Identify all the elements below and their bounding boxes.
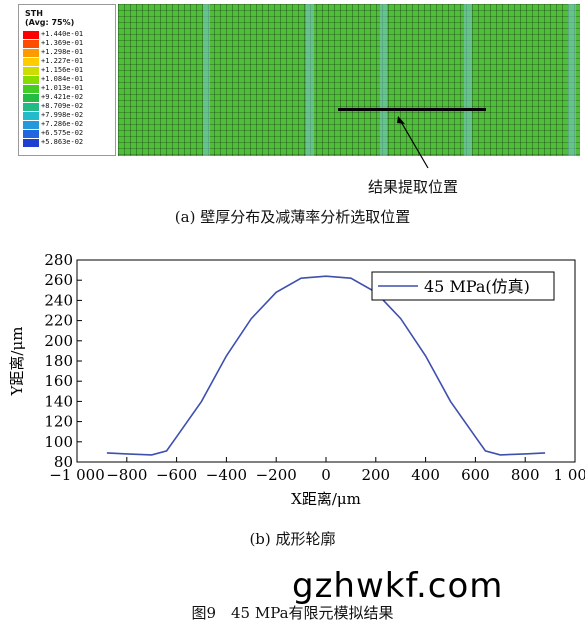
x-tick-label: 200 <box>361 466 390 484</box>
y-axis-label: Y距离/μm <box>8 327 26 397</box>
legend-row: +1.084e-01 <box>23 75 113 84</box>
extraction-label: 结果提取位置 <box>368 178 459 196</box>
legend-swatch <box>23 112 39 120</box>
x-tick-label: −400 <box>206 466 247 484</box>
thin-band <box>203 4 210 156</box>
legend-value: +7.286e-02 <box>41 120 84 128</box>
legend-row: +8.709e-02 <box>23 102 113 111</box>
legend-row: +1.298e-01 <box>23 48 113 57</box>
legend-row: +7.286e-02 <box>23 120 113 129</box>
x-axis-label: X距离/μm <box>291 490 361 508</box>
legend-swatch <box>23 40 39 48</box>
legend-value: +6.575e-02 <box>41 129 84 137</box>
extraction-line <box>338 108 486 111</box>
y-tick-label: 220 <box>44 312 73 330</box>
legend-row: +1.227e-01 <box>23 57 113 66</box>
legend-value: +1.369e-01 <box>41 39 84 47</box>
legend-value: +1.298e-01 <box>41 48 84 56</box>
extraction-arrow <box>397 116 429 169</box>
legend-value: +8.709e-02 <box>41 102 84 110</box>
caption-b: (b) 成形轮廓 <box>249 530 336 548</box>
y-tick-label: 160 <box>44 372 73 390</box>
y-tick-label: 180 <box>44 352 73 370</box>
caption-a: (a) 壁厚分布及减薄率分析选取位置 <box>174 208 411 226</box>
legend-swatch <box>23 31 39 39</box>
legend-swatch <box>23 121 39 129</box>
legend-value: +1.156e-01 <box>41 66 84 74</box>
legend-swatch <box>23 49 39 57</box>
legend-value: +1.227e-01 <box>41 57 84 65</box>
series-line <box>106 275 546 456</box>
legend-row: +9.421e-02 <box>23 93 113 102</box>
legend-value: +1.440e-01 <box>41 30 84 38</box>
contour-legend: STH (Avg: 75%) +1.440e-01 +1.369e-01 +1.29… <box>18 4 116 156</box>
legend-row: +1.156e-01 <box>23 66 113 75</box>
x-tick-label: −200 <box>256 466 297 484</box>
legend-value: +7.998e-02 <box>41 111 84 119</box>
x-tick-label: 600 <box>461 466 490 484</box>
thin-band <box>306 4 314 156</box>
legend-row: +7.998e-02 <box>23 111 113 120</box>
legend-swatch <box>23 130 39 138</box>
thin-band <box>568 4 576 156</box>
y-tick-label: 80 <box>54 453 73 471</box>
figure-caption: 图9 45 MPa有限元模拟结果 <box>191 604 394 622</box>
legend-swatch <box>23 58 39 66</box>
legend-value: +1.013e-01 <box>41 84 84 92</box>
legend-value: +5.863e-02 <box>41 138 84 146</box>
legend-swatch <box>23 85 39 93</box>
legend-title: STH (Avg: 75%) <box>25 9 75 27</box>
x-tick-label: 400 <box>411 466 440 484</box>
legend-swatch <box>23 94 39 102</box>
legend-label: 45 MPa(仿真) <box>424 277 530 296</box>
profile-chart: −1 000−800 −600 −400 −200 0 200 400 600 800 1 000… <box>8 251 585 508</box>
legend-row: +1.369e-01 <box>23 39 113 48</box>
y-tick-label: 260 <box>44 271 73 289</box>
y-tick-label: 240 <box>44 291 73 309</box>
y-tick-label: 200 <box>44 332 73 350</box>
thin-band <box>464 4 472 156</box>
legend-row: +6.575e-02 <box>23 129 113 138</box>
y-tick-label: 140 <box>44 392 73 410</box>
y-tick-label: 280 <box>44 251 73 269</box>
fea-panel: STH (Avg: 75%) +1.440e-01 +1.369e-01 +1.29… <box>0 0 585 200</box>
legend-row: +1.440e-01 <box>23 30 113 39</box>
thin-band <box>380 4 387 156</box>
y-tick-label: 120 <box>44 413 73 431</box>
legend-swatch <box>23 103 39 111</box>
legend-swatch <box>23 67 39 75</box>
legend-swatch <box>23 139 39 147</box>
legend-value: +9.421e-02 <box>41 93 84 101</box>
legend-row: +5.863e-02 <box>23 138 113 147</box>
watermark: gzhwkf.com <box>292 566 504 606</box>
y-tick-label: 100 <box>44 433 73 451</box>
x-tick-label: 0 <box>321 466 331 484</box>
legend-value: +1.084e-01 <box>41 75 84 83</box>
legend-swatch <box>23 76 39 84</box>
x-tick-label: 1 000 <box>554 466 585 484</box>
x-tick-label: −1 000 <box>49 466 105 484</box>
x-tick-label: 800 <box>511 466 540 484</box>
x-tick-label: −600 <box>156 466 197 484</box>
legend-row: +1.013e-01 <box>23 84 113 93</box>
mesh-contour-plot <box>118 4 580 156</box>
x-tick-label: −800 <box>106 466 147 484</box>
